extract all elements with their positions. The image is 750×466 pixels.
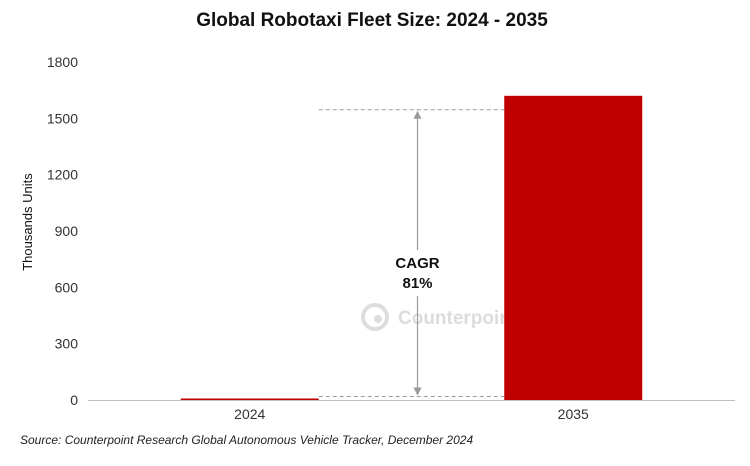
annotation-value: 81% — [402, 275, 432, 292]
y-tick-label: 1200 — [47, 167, 78, 183]
arrow-up-icon — [413, 110, 422, 119]
watermark: Counterpoint — [361, 303, 518, 331]
y-tick-label: 300 — [55, 336, 79, 352]
bar-2035 — [504, 95, 643, 401]
bar-2024 — [180, 398, 319, 400]
chart-title: Global Robotaxi Fleet Size: 2024 - 2035 — [196, 10, 548, 31]
arrow-down-icon — [413, 387, 422, 396]
bars — [180, 95, 643, 401]
x-tick-labels: 2024 2035 — [234, 406, 589, 422]
y-tick-label: 1500 — [47, 110, 78, 126]
y-tick-label: 900 — [55, 223, 79, 239]
y-tick-labels: 0 300 600 900 1200 1500 1800 — [47, 54, 78, 408]
x-tick-label: 2035 — [558, 406, 589, 422]
cagr-annotation: CAGR 81% — [318, 109, 505, 397]
y-tick-label: 600 — [55, 279, 79, 295]
x-tick-label: 2024 — [234, 406, 265, 422]
annotation-label: CAGR — [395, 255, 439, 272]
y-tick-label: 0 — [70, 392, 78, 408]
watermark-text: Counterpoint — [398, 308, 518, 329]
source-note: Source: Counterpoint Research Global Aut… — [20, 433, 473, 447]
y-axis-label: Thousands Units — [20, 173, 35, 271]
annotation-label-bg — [387, 250, 448, 297]
y-tick-label: 1800 — [47, 54, 78, 70]
counterpoint-logo-icon — [361, 303, 389, 331]
